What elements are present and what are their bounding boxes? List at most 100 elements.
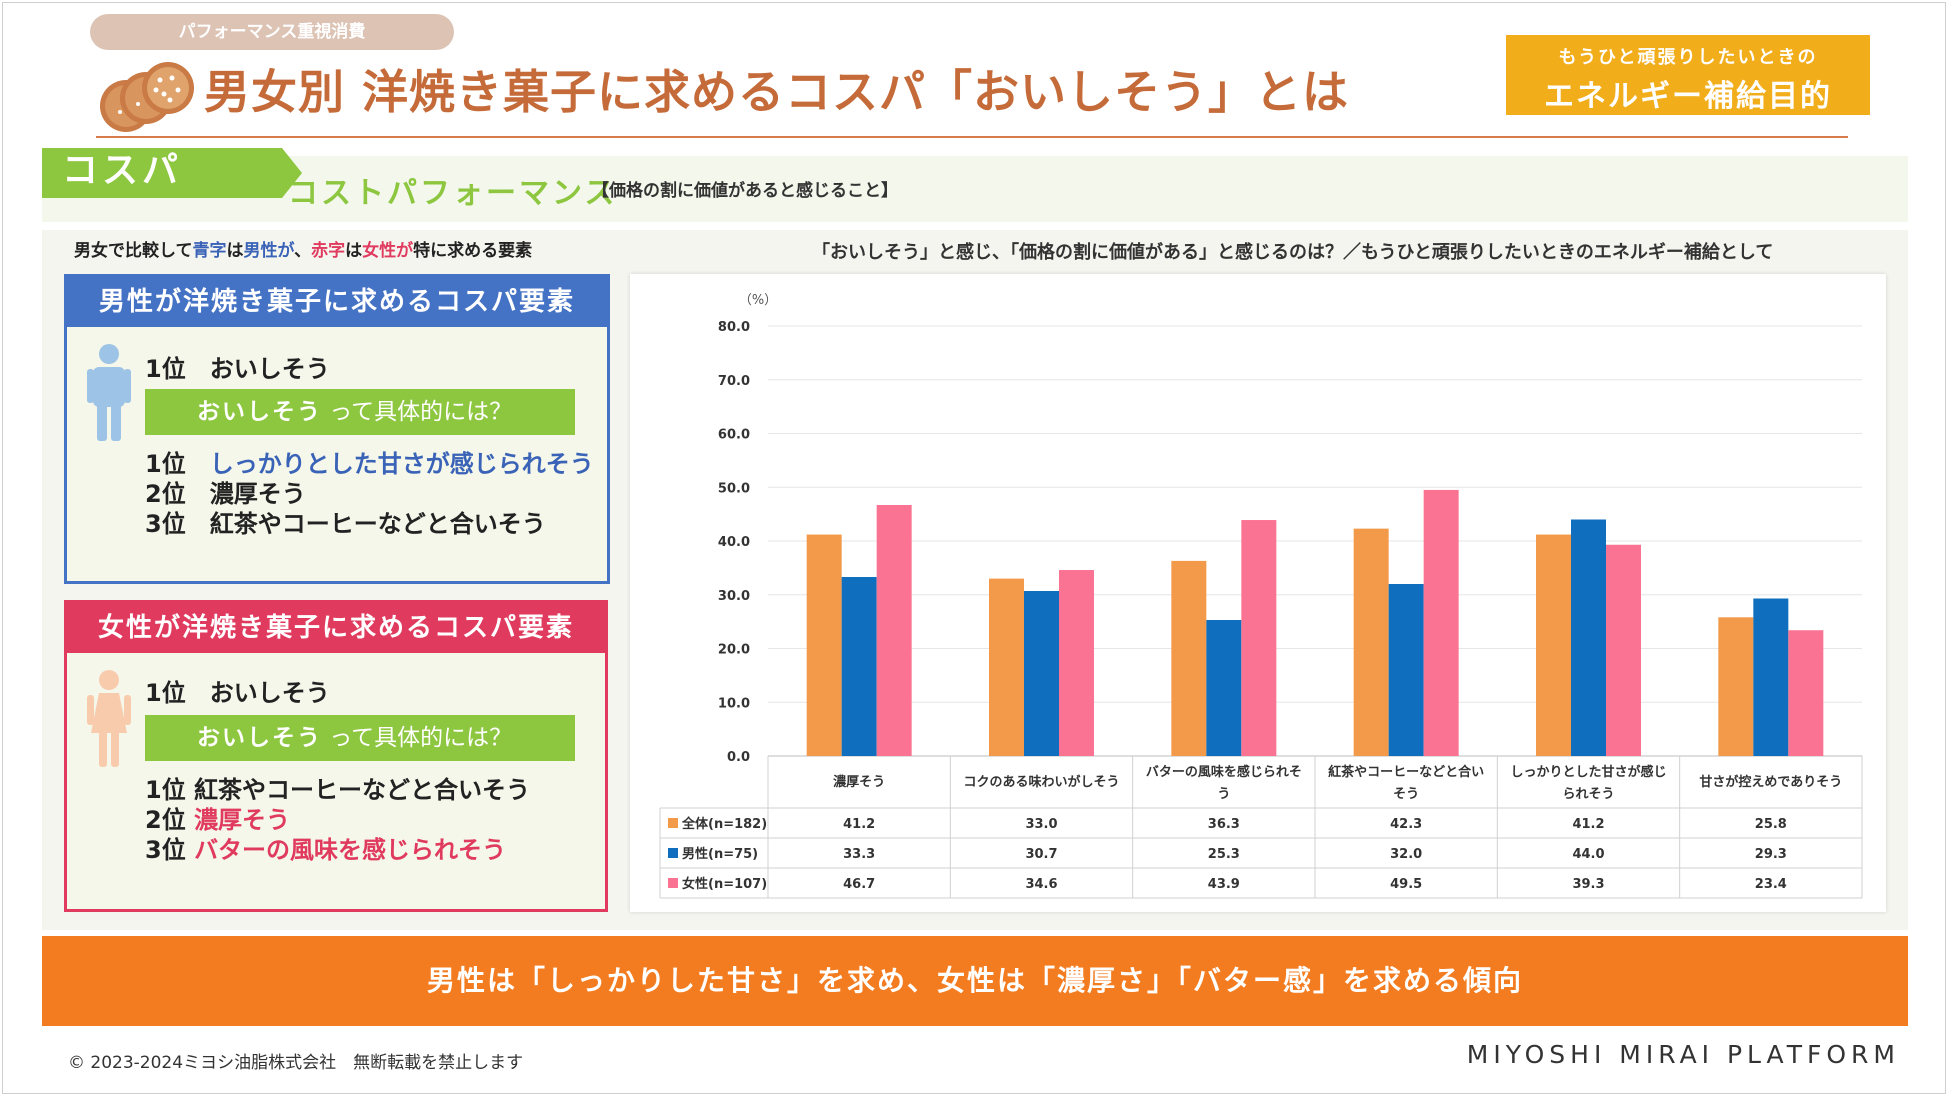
list-item: 3位 バターの風味を感じられそう	[145, 835, 530, 865]
list-item: 2位 濃厚そう	[145, 805, 530, 835]
women-rank1: 1位 おいしそう	[145, 679, 330, 707]
y-tick-label: 50.0	[718, 481, 750, 496]
male-person-icon	[87, 344, 131, 441]
men-detail-r3: 3位 紅茶やコーヒーなどと合いそう	[145, 510, 546, 538]
bar-all	[1718, 617, 1754, 756]
table-value: 46.7	[843, 877, 875, 892]
women-detail-r3-text: バターの風味を感じられそう	[194, 836, 507, 864]
women-detail-rest: って具体的には？	[322, 725, 513, 751]
note-part: 男女で比較して	[74, 241, 193, 261]
bar-men	[1571, 519, 1606, 756]
purpose-badge-line2: エネルギー補給目的	[1544, 79, 1832, 114]
men-panel: 男性が洋焼き菓子に求めるコスパ要素 1位 おいしそう おいしそう って具体的には…	[64, 274, 610, 584]
note-part: 、	[294, 241, 312, 261]
table-value: 25.8	[1755, 817, 1787, 832]
women-detail-bar: おいしそう って具体的には？	[145, 715, 575, 761]
title-divider	[96, 136, 1848, 138]
y-tick-label: 20.0	[718, 643, 750, 658]
women-detail-strong: おいしそう	[197, 725, 322, 751]
women-detail-r2-prefix: 2位	[145, 806, 195, 834]
table-value: 33.0	[1025, 817, 1057, 832]
y-tick-label: 60.0	[718, 428, 750, 443]
men-detail-rest: って具体的には？	[322, 399, 513, 425]
women-detail-r2-text: 濃厚そう	[194, 806, 291, 834]
table-value: 39.3	[1572, 877, 1604, 892]
bar-men	[841, 577, 877, 756]
men-panel-heading: 男性が洋焼き菓子に求めるコスパ要素	[67, 277, 607, 327]
women-detail-r3-prefix: 3位	[145, 836, 195, 864]
y-unit-label: （%）	[739, 293, 777, 308]
y-tick-label: 40.0	[718, 535, 750, 550]
men-detail-r1-prefix: 1位	[145, 450, 210, 478]
x-category-label: しっかりとした甘さが感じ	[1510, 764, 1666, 780]
bar-women	[876, 504, 912, 756]
table-value: 33.3	[843, 847, 875, 862]
bar-women	[1788, 630, 1824, 756]
page-title: 男女別 洋焼き菓子に求めるコスパ「おいしそう」とは	[204, 65, 1350, 119]
brand-logo: MIYOSHI MIRAI PLATFORM	[1466, 1040, 1900, 1069]
legend-label: 男性(n=75)	[682, 846, 758, 862]
bar-all	[1353, 528, 1389, 756]
men-detail-strong: おいしそう	[197, 399, 322, 425]
category-pill: パフォーマンス重視消費	[90, 14, 454, 50]
table-value: 32.0	[1390, 847, 1422, 862]
bar-all	[806, 534, 842, 756]
table-value: 23.4	[1755, 877, 1787, 892]
table-value: 34.6	[1025, 877, 1057, 892]
note-blue-word: 青字	[192, 241, 227, 261]
bar-men	[1206, 620, 1242, 756]
bar-women	[1241, 520, 1277, 756]
note-part: は	[345, 241, 363, 261]
x-category-label: バターの風味を感じられそ	[1146, 764, 1302, 780]
bar-chart: （%） 80.0 70.0 60.0 50.0 40.0 30.0 20.0 10.0 0.0 濃厚…	[659, 293, 1863, 899]
y-tick-label: 30.0	[718, 589, 750, 604]
table-value: 36.3	[1208, 817, 1240, 832]
x-category-label: う	[1217, 787, 1230, 802]
legend-label: 女性(n=107)	[682, 876, 767, 892]
table-value: 41.2	[1572, 817, 1604, 832]
chart-caption: 「おいしそう」と感じ、「価格の割に価値がある」と感じるのは？／もうひと頑張りした…	[812, 242, 1774, 263]
bar-all	[1536, 534, 1571, 756]
y-tick-label: 0.0	[727, 750, 750, 765]
bar-women	[1059, 570, 1094, 756]
table-value: 41.2	[843, 817, 875, 832]
purpose-badge: もうひと頑張りしたいときの エネルギー補給目的	[1506, 35, 1870, 115]
men-detail-list: 1位 しっかりとした甘さが感じられそう 2位 濃厚そう 3位 紅茶やコーヒーなど…	[145, 449, 594, 539]
chart-card: （%） 80.0 70.0 60.0 50.0 40.0 30.0 20.0 10.0 0.0 濃厚…	[630, 274, 1886, 912]
conclusion-banner: 男性は「しっかりした甘さ」を求め、女性は「濃厚さ」「バター感」を求める傾向	[42, 936, 1908, 1026]
x-category-label: られそう	[1562, 787, 1614, 802]
color-legend-note: 男女で比較して青字は男性が、赤字は女性が特に求める要素	[74, 236, 532, 261]
legend-swatch	[668, 848, 678, 858]
y-tick-label: 80.0	[718, 320, 750, 335]
cospa-band	[42, 156, 1908, 222]
bar-women	[1606, 544, 1641, 756]
x-category-label: 濃厚そう	[833, 774, 885, 790]
note-women: 女性が	[362, 241, 414, 261]
bar-women	[1423, 489, 1459, 756]
table-value: 49.5	[1390, 877, 1422, 892]
bar-all	[1171, 560, 1207, 756]
list-item: 1位 しっかりとした甘さが感じられそう	[145, 449, 594, 479]
women-panel-heading: 女性が洋焼き菓子に求めるコスパ要素	[67, 603, 605, 653]
legend-label: 全体(n=182)	[681, 816, 767, 832]
copyright: © 2023-2024ミヨシ油脂株式会社 無断転載を禁止します	[68, 1053, 524, 1073]
legend-swatch	[668, 818, 678, 828]
note-red-word: 赤字	[311, 241, 346, 261]
table-value: 44.0	[1572, 847, 1604, 862]
purpose-badge-line1: もうひと頑張りしたいときの	[1558, 47, 1818, 68]
cospa-tag: コスパ	[42, 148, 302, 198]
note-part: 特に求める要素	[413, 241, 533, 261]
women-detail-r1: 1位 紅茶やコーヒーなどと合いそう	[145, 776, 531, 804]
note-part: は	[226, 241, 244, 261]
table-value: 30.7	[1025, 847, 1057, 862]
table-value: 42.3	[1390, 817, 1422, 832]
x-category-label: 甘さが控えめでありそう	[1699, 774, 1842, 790]
table-value: 25.3	[1208, 847, 1240, 862]
x-category-label: コクのある味わいがしそう	[963, 774, 1119, 790]
x-category-label: そう	[1393, 787, 1419, 802]
bar-all	[989, 578, 1024, 756]
table-value: 29.3	[1755, 847, 1787, 862]
men-detail-bar: おいしそう って具体的には？	[145, 389, 575, 435]
men-rank1: 1位 おいしそう	[145, 355, 330, 383]
